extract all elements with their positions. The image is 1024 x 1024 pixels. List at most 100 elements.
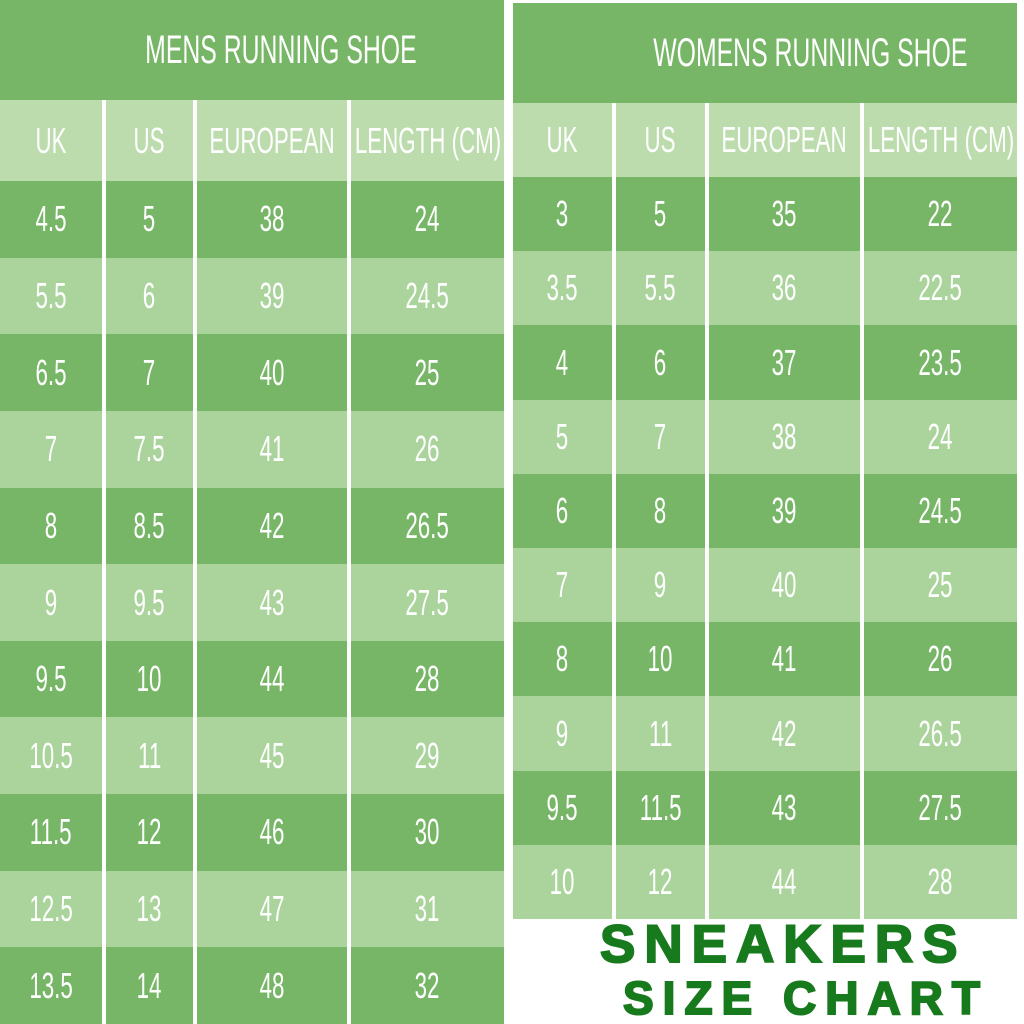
size-cell-european: 42 — [193, 487, 347, 565]
size-cell-length-cm: 24 — [860, 399, 1017, 474]
size-cell-uk: 3.5 — [546, 267, 579, 309]
womens-table-body: 3 5 35 22 3.5 5.5 36 22.5 4 6 37 23.5 5 … — [513, 177, 1017, 920]
size-cell-european: 46 — [193, 794, 347, 871]
size-cell-length-cm: 27.5 — [347, 564, 504, 641]
size-cell-us: 7 — [102, 334, 193, 411]
table-row: 10.5 11 45 29 — [0, 717, 504, 795]
size-cell-uk: 5.5 — [35, 274, 67, 316]
size-cell-length-cm: 31 — [347, 870, 504, 948]
size-cell-uk: 10 — [550, 860, 575, 902]
size-cell-us: 11 — [102, 717, 193, 795]
size-cell-us: 9 — [612, 548, 705, 623]
size-cell-length-cm: 28 — [860, 844, 1017, 920]
size-cell-european: 44 — [705, 844, 860, 920]
size-cell-uk: 6 — [556, 489, 569, 531]
size-cell-uk: 4 — [556, 341, 569, 383]
size-cell-length-cm: 26.5 — [347, 487, 504, 565]
table-row: 9 11 42 26.5 — [513, 696, 1017, 771]
size-cell-european: 48 — [193, 947, 347, 1024]
table-row: 11.5 12 46 30 — [0, 794, 504, 871]
size-cell-us: 7 — [612, 399, 705, 474]
table-row: 13.5 14 48 32 — [0, 947, 504, 1024]
table-row: 8 10 41 26 — [513, 622, 1017, 697]
size-cell-uk: 4.5 — [35, 198, 67, 240]
size-cell-length-cm: 24 — [347, 181, 504, 258]
table-row: 3 5 35 22 — [513, 177, 1017, 252]
size-cell-length-cm: 32 — [347, 947, 504, 1024]
size-cell-us: 10 — [102, 640, 193, 718]
size-cell-european: 37 — [705, 325, 860, 400]
column-header-european: EUROPEAN — [705, 103, 860, 177]
size-cell-length-cm: 27.5 — [860, 770, 1017, 845]
size-cell-us: 14 — [102, 947, 193, 1024]
size-cell-us: 6 — [612, 325, 705, 400]
size-cell-us: 9.5 — [102, 564, 193, 641]
size-cell-european: 39 — [193, 257, 347, 335]
size-cell-european: 47 — [193, 870, 347, 948]
size-cell-length-cm: 25 — [860, 548, 1017, 623]
size-cell-length-cm: 26 — [347, 410, 504, 488]
size-cell-length-cm: 28 — [347, 640, 504, 718]
size-cell-length-cm: 30 — [347, 794, 504, 871]
size-cell-uk: 10.5 — [29, 734, 73, 776]
size-cell-length-cm: 26.5 — [860, 696, 1017, 771]
size-cell-european: 38 — [705, 399, 860, 474]
size-cell-us: 5 — [102, 181, 193, 258]
size-cell-uk: 9.5 — [546, 786, 579, 828]
column-header-uk: UK — [546, 119, 578, 160]
womens-table-title-band: WOMENS RUNNING SHOE — [513, 3, 1017, 103]
size-cell-european: 41 — [193, 410, 347, 488]
mens-table-title: MENS RUNNING SHOE — [144, 27, 417, 72]
table-row: 3.5 5.5 36 22.5 — [513, 251, 1017, 326]
table-row: 6.5 7 40 25 — [0, 334, 504, 411]
footer-title-size-chart: SIZE CHART — [622, 972, 989, 1024]
size-cell-length-cm: 22 — [860, 177, 1017, 252]
size-cell-length-cm: 22.5 — [860, 251, 1017, 326]
table-row: 5 7 38 24 — [513, 399, 1017, 474]
size-cell-uk: 7 — [556, 564, 569, 606]
size-cell-uk: 9 — [556, 712, 569, 754]
size-cell-european: 45 — [193, 717, 347, 795]
footer-title-sneakers: SNEAKERS — [599, 915, 967, 974]
table-row: 4.5 5 38 24 — [0, 181, 504, 258]
size-cell-us: 12 — [102, 794, 193, 871]
mens-table-title-band: MENS RUNNING SHOE — [0, 0, 504, 100]
size-cell-european: 38 — [193, 181, 347, 258]
column-header-european: EUROPEAN — [193, 100, 347, 181]
column-header-length-cm: LENGTH (CM) — [347, 100, 504, 181]
size-cell-us: 5.5 — [612, 251, 705, 326]
size-cell-us: 13 — [102, 870, 193, 948]
size-cell-european: 40 — [193, 334, 347, 411]
size-cell-us: 11.5 — [612, 770, 705, 845]
size-cell-us: 6 — [102, 257, 193, 335]
size-cell-european: 44 — [193, 640, 347, 718]
size-cell-uk: 11.5 — [30, 811, 72, 853]
size-cell-uk: 9 — [44, 581, 58, 623]
size-cell-european: 35 — [705, 177, 860, 252]
table-row: 12.5 13 47 31 — [0, 870, 504, 948]
size-cell-uk: 8 — [556, 638, 569, 680]
size-cell-uk: 13.5 — [29, 964, 73, 1006]
size-cell-european: 42 — [705, 696, 860, 771]
table-row: 7 7.5 41 26 — [0, 410, 504, 488]
size-cell-european: 43 — [705, 770, 860, 845]
table-row: 4 6 37 23.5 — [513, 325, 1017, 400]
size-cell-length-cm: 29 — [347, 717, 504, 795]
size-cell-us: 10 — [612, 622, 705, 697]
size-cell-length-cm: 24.5 — [860, 473, 1017, 549]
size-cell-length-cm: 24.5 — [347, 257, 504, 335]
size-cell-us: 5 — [612, 177, 705, 252]
size-cell-uk: 5 — [556, 415, 569, 457]
womens-size-table: WOMENS RUNNING SHOE UK US EUROPEAN LENGT… — [513, 3, 1017, 920]
column-header-length-cm: LENGTH (CM) — [860, 103, 1017, 177]
size-cell-us: 8.5 — [102, 487, 193, 565]
size-cell-length-cm: 23.5 — [860, 325, 1017, 400]
size-cell-length-cm: 26 — [860, 622, 1017, 697]
size-cell-us: 7.5 — [102, 410, 193, 488]
size-cell-european: 36 — [705, 251, 860, 326]
size-cell-us: 11 — [612, 696, 705, 771]
size-cell-us: 8 — [612, 473, 705, 549]
table-row: 8 8.5 42 26.5 — [0, 487, 504, 565]
mens-table-body: 4.5 5 38 24 5.5 6 39 24.5 6.5 7 40 25 7 … — [0, 181, 504, 1024]
size-cell-uk: 3 — [556, 193, 569, 235]
